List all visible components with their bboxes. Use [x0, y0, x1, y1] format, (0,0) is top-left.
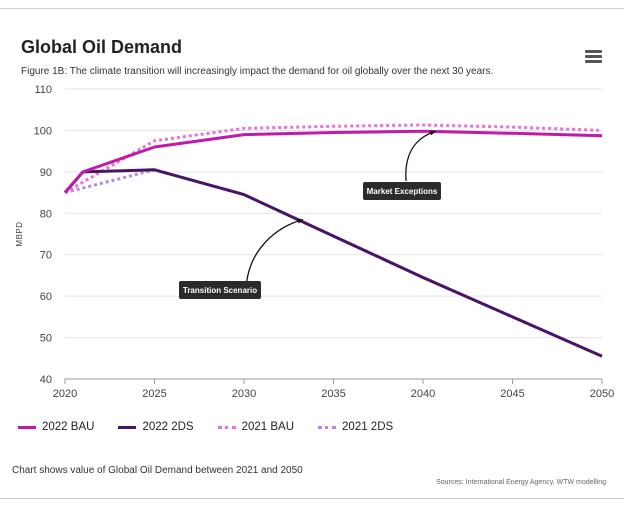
legend-swatch-2022-bau: [18, 425, 36, 429]
annotation-box: [363, 182, 441, 200]
bottom-divider: [0, 498, 624, 499]
x-tick-label: 2045: [500, 388, 524, 400]
x-tick-label: 2025: [142, 388, 166, 400]
legend-label: 2022 2DS: [142, 421, 194, 433]
x-tick-label: 2020: [53, 388, 77, 400]
chart-legend: 2022 BAU 2022 2DS 2021 BAU 2021 2DS: [18, 421, 417, 433]
annotation-label: Transition Scenario: [183, 286, 257, 295]
grid-lines: [65, 88, 602, 339]
top-divider: [0, 8, 624, 9]
series-line-2021-2ds[interactable]: [64, 168, 603, 358]
legend-item-2021-2ds[interactable]: 2021 2DS: [318, 421, 393, 433]
legend-swatch-2022-2ds: [118, 425, 137, 429]
legend-item-2021-bau[interactable]: 2021 BAU: [217, 421, 295, 433]
legend-swatch-2021-bau: [217, 425, 236, 429]
line-chart: 40 50 60 70 80 90 100 110 2020 2025 2030 2035 2040 20…: [15, 84, 614, 400]
annotation-arrow: [405, 130, 436, 182]
y-tick-label: 40: [40, 374, 52, 386]
series-line-2021-bau[interactable]: [64, 123, 603, 194]
annotation-arrow: [245, 218, 304, 290]
x-tick-label: 2050: [590, 388, 614, 400]
series-line-2022-bau[interactable]: [63, 129, 603, 194]
legend-label: 2022 BAU: [42, 421, 95, 433]
y-tick-label: 100: [34, 125, 52, 137]
annotation-box: [179, 281, 261, 299]
legend-item-2022-bau[interactable]: 2022 BAU: [18, 421, 94, 433]
legend-label: 2021 BAU: [241, 421, 295, 433]
chart-footnote: Chart shows value of Global Oil Demand b…: [12, 465, 303, 476]
annotation-arrowhead: [297, 218, 304, 224]
y-tick-label: 50: [40, 333, 52, 345]
x-tick-label: 2035: [321, 388, 345, 400]
x-tick-label: 2030: [232, 388, 256, 400]
series-line-2022-2ds[interactable]: [63, 168, 603, 358]
annotation-arrowhead: [429, 130, 436, 136]
legend-swatch-2021-2ds: [318, 425, 337, 429]
legend-item-2022-2ds[interactable]: 2022 2DS: [118, 421, 194, 433]
y-tick-label: 110: [34, 84, 52, 96]
y-axis-label: MBPD: [15, 221, 24, 246]
chart-sources: Sources: International Energy Agency, WT…: [436, 479, 606, 486]
annotation-label: Market Exceptions: [367, 187, 438, 196]
x-tick-label: 2040: [411, 388, 435, 400]
series-lines: [63, 123, 603, 358]
y-tick-label: 60: [40, 291, 52, 303]
hamburger-menu-icon[interactable]: [585, 50, 602, 64]
y-tick-label: 80: [40, 208, 52, 220]
axes: 40 50 60 70 80 90 100 110 2020 2025 2030 2035 2040 20…: [15, 84, 614, 400]
y-tick-label: 70: [40, 250, 52, 262]
y-tick-label: 90: [40, 167, 52, 179]
legend-label: 2021 2DS: [342, 421, 394, 433]
annotations: Market Exceptions Transition Scenario: [179, 130, 441, 299]
chart-subtitle: Figure 1B: The climate transition will i…: [21, 66, 494, 77]
chart-title: Global Oil Demand: [21, 37, 183, 57]
